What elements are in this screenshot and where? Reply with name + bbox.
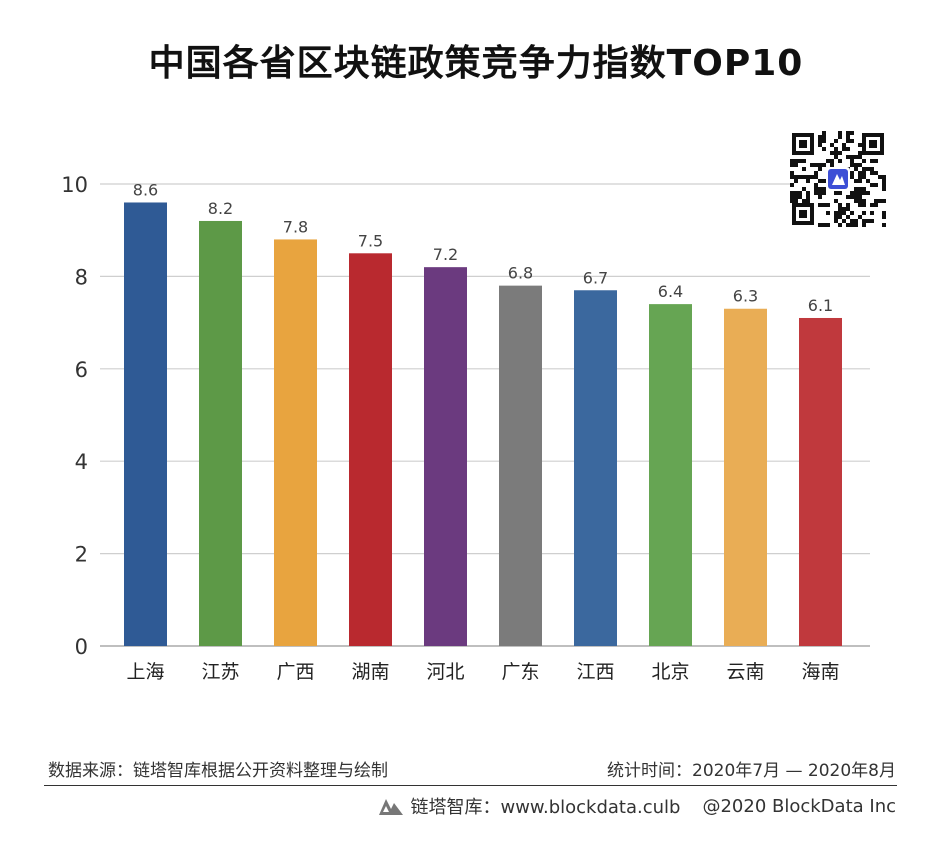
bar-chart: 0 2 4 6 8 10 8.6 8.2 7.8 7.5 7.2 6.8 6.7 6.4 6.3 6.1 上… [61, 173, 870, 683]
qr-code-icon [790, 131, 886, 227]
bar-value-label: 6.8 [508, 264, 533, 283]
y-tick-label: 2 [75, 543, 88, 567]
bar-江西 [574, 290, 617, 646]
blockdata-logo-icon [379, 799, 404, 815]
bar-value-label: 8.6 [133, 180, 158, 199]
source-row: 数据来源：链塔智库根据公开资料整理与绘制 统计时间：2020年7月 — 2020… [48, 756, 896, 781]
bar-value-label: 6.4 [658, 282, 683, 301]
bar-value-label: 6.7 [583, 268, 608, 287]
bar-湖南 [349, 253, 392, 647]
y-axis-ticks: 0 2 4 6 8 10 [61, 173, 88, 659]
bar-江苏 [199, 220, 242, 646]
bar-value-label: 6.3 [733, 287, 758, 306]
category-label: 广西 [276, 661, 314, 683]
bar-value-label: 7.2 [433, 245, 458, 264]
y-tick-label: 4 [75, 450, 88, 474]
x-axis-categories: 上海 江苏 广西 湖南 河北 广东 江西 北京 云南 海南 [126, 661, 839, 683]
bar-value-label: 7.5 [358, 231, 383, 250]
bar-广东 [499, 285, 542, 646]
y-tick-label: 0 [75, 635, 88, 659]
y-tick-label: 8 [75, 265, 88, 289]
category-label: 北京 [651, 661, 689, 683]
category-label: 湖南 [351, 661, 389, 683]
data-source-note: 数据来源：链塔智库根据公开资料整理与绘制 [48, 761, 388, 781]
category-label: 河北 [426, 661, 464, 683]
category-label: 广东 [501, 661, 539, 683]
footer-divider [44, 785, 897, 786]
chart-title: 中国各省区块链政策竞争力指数TOP10 [148, 43, 804, 84]
bar-河北 [424, 267, 467, 646]
category-label: 江西 [576, 661, 614, 683]
y-tick-label: 6 [75, 358, 88, 382]
footer: 链塔智库：www.blockdata.culb @2020 BlockData … [378, 793, 896, 819]
footer-brand: 链塔智库：www.blockdata.culb [410, 797, 681, 818]
statistics-period: 统计时间：2020年7月 — 2020年8月 [607, 761, 896, 781]
bar-广西 [274, 239, 317, 646]
bar-value-label: 6.1 [808, 296, 833, 315]
y-tick-label: 10 [61, 173, 88, 197]
bar-北京 [649, 304, 692, 646]
bars [124, 202, 842, 647]
category-label: 云南 [726, 661, 764, 683]
footer-copyright: @2020 BlockData Inc [702, 795, 896, 817]
bar-上海 [124, 202, 167, 647]
data-labels: 8.6 8.2 7.8 7.5 7.2 6.8 6.7 6.4 6.3 6.1 [133, 180, 833, 315]
bar-云南 [724, 308, 767, 646]
bar-value-label: 7.8 [283, 217, 308, 236]
category-label: 上海 [126, 661, 164, 683]
category-label: 海南 [801, 661, 839, 683]
category-label: 江苏 [201, 661, 239, 683]
bar-海南 [799, 317, 842, 646]
bar-value-label: 8.2 [208, 199, 233, 218]
